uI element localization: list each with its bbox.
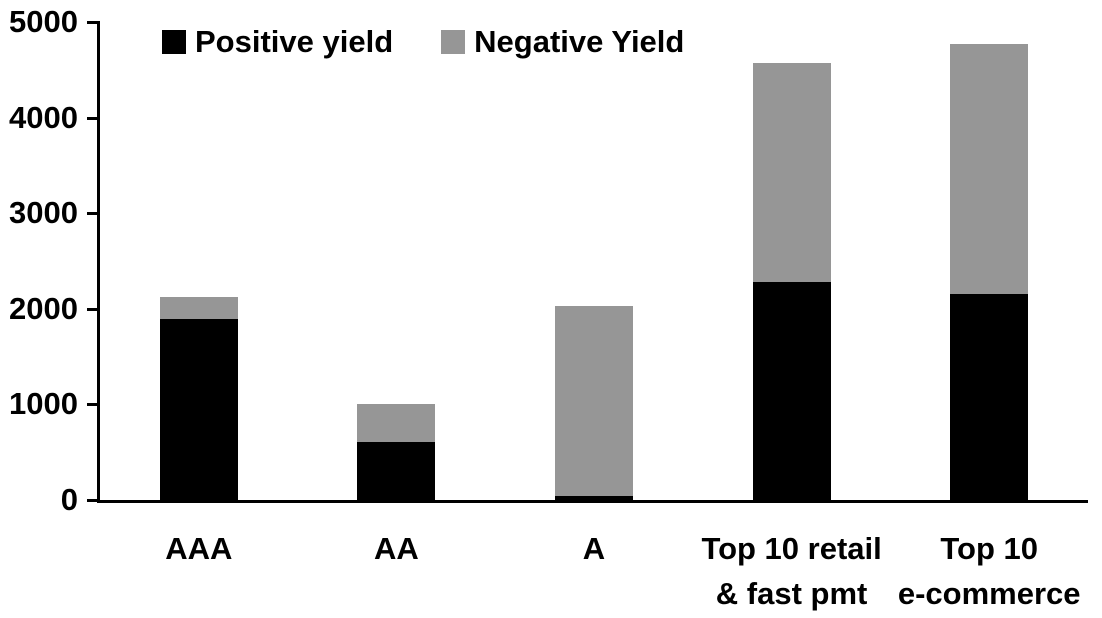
bar-segment-negative-yield: [752, 63, 831, 283]
y-axis-tick-label: 2000: [9, 290, 78, 326]
y-axis-tick-label: 4000: [9, 99, 78, 135]
legend-item-positive-yield: Positive yield: [162, 26, 393, 57]
bar-segment-positive-yield: [950, 294, 1029, 500]
legend-swatch-positive-yield: [162, 29, 186, 54]
y-axis-line: [97, 21, 100, 503]
y-axis-tick-label: 3000: [9, 195, 78, 231]
y-axis-tick-label: 1000: [9, 386, 78, 422]
bar-segment-positive-yield: [357, 441, 436, 500]
x-axis-line: [97, 500, 1088, 503]
y-axis-tick-label: 0: [60, 482, 78, 517]
x-axis-category-label: AAA: [165, 531, 233, 566]
y-axis-tick-mark: [87, 499, 97, 502]
y-axis-tick-mark: [87, 116, 97, 120]
y-axis-tick-mark: [87, 21, 97, 24]
y-axis-tick-mark: [87, 307, 97, 311]
legend-label-positive-yield: Positive yield: [195, 24, 394, 59]
x-axis-category-label: A: [582, 531, 606, 566]
bar-segment-positive-yield: [159, 319, 238, 500]
x-axis-category-label: Top 10 e-commerce: [897, 531, 1081, 611]
bar-segment-positive-yield: [752, 282, 831, 500]
legend-label-negative-yield: Negative Yield: [474, 24, 685, 59]
bar-segment-negative-yield: [357, 404, 436, 442]
y-axis-tick-mark: [87, 403, 97, 407]
y-axis-tick-mark: [87, 212, 97, 216]
y-axis-tick-label: 5000: [9, 4, 78, 39]
bar-segment-positive-yield: [555, 496, 633, 500]
bar-segment-negative-yield: [555, 305, 633, 497]
bar-segment-negative-yield: [950, 43, 1029, 295]
legend-swatch-negative-yield: [441, 29, 466, 54]
x-axis-category-label: Top 10 retail & fast pmt: [701, 531, 882, 611]
legend-item-negative-yield: Negative Yield: [441, 26, 684, 57]
bar-segment-negative-yield: [159, 297, 238, 320]
chart-legend: Positive yield Negative Yield: [162, 26, 684, 57]
x-axis-category-label: AA: [374, 531, 419, 566]
